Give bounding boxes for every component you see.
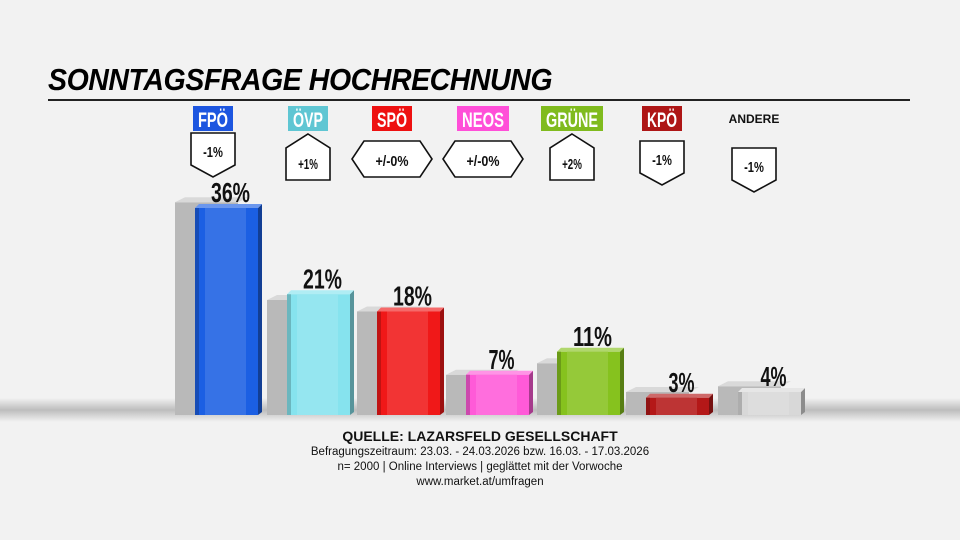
value-label: 7% — [489, 344, 515, 375]
bar-side — [620, 347, 624, 415]
party-label-bg — [457, 106, 509, 131]
title-rule — [48, 99, 910, 101]
bar-highlight — [567, 351, 608, 415]
previous-bar-top — [175, 197, 248, 203]
change-label: +1% — [298, 156, 318, 173]
page-title: SONNTAGSFRAGE HOCHRECHNUNG — [48, 62, 553, 97]
bar-edge — [557, 351, 561, 415]
source-url: www.market.at/umfragen — [416, 476, 544, 488]
bar-edge — [377, 311, 381, 415]
bar-top — [646, 393, 713, 398]
change-marker-down — [731, 147, 777, 193]
bar-group-5: 3% KPÖ -1% — [626, 106, 713, 415]
sample-info: n= 2000 | Online Interviews | geglättet … — [337, 461, 623, 473]
value-label: 18% — [393, 281, 432, 312]
party-label: SPÖ — [377, 109, 407, 132]
party-label-bg — [541, 106, 603, 131]
change-label: -1% — [203, 144, 223, 161]
bar-edge — [738, 392, 742, 415]
party-label: KPÖ — [647, 109, 677, 132]
change-marker-up — [549, 133, 595, 181]
party-label-bg — [288, 106, 328, 131]
change-label: +/-0% — [467, 153, 500, 170]
value-label: 11% — [573, 321, 612, 352]
change-marker-none — [351, 140, 433, 178]
bar-highlight — [297, 294, 338, 415]
previous-bar-top — [626, 387, 699, 392]
bar-side — [440, 307, 444, 415]
bar-side — [709, 393, 713, 415]
party-label-bg — [642, 106, 682, 131]
bar-side — [258, 204, 262, 415]
bar-edge — [646, 397, 650, 415]
party-label: FPÖ — [198, 109, 228, 132]
bar-edge — [287, 294, 291, 415]
bar-edge — [195, 208, 199, 415]
bar-group-0: 36% FPÖ -1% — [175, 106, 262, 415]
bar-side — [801, 388, 805, 415]
survey-period: Befragungszeitraum: 23.03. - 24.03.2026 … — [310, 446, 650, 458]
source-title: QUELLE: LAZARSFELD GESELLSCHAFT — [342, 428, 618, 444]
party-label-bg — [372, 106, 412, 131]
bar-edge — [466, 374, 470, 415]
change-label: +2% — [562, 156, 582, 173]
bar-top — [195, 204, 262, 208]
value-label: 36% — [211, 177, 250, 208]
previous-bar-top — [718, 381, 791, 387]
bar-highlight — [387, 311, 428, 415]
bar-top — [557, 347, 624, 352]
value-label: 21% — [303, 263, 342, 294]
party-label: ÖVP — [293, 109, 323, 132]
bar-highlight — [205, 208, 246, 415]
change-marker-down — [639, 140, 685, 186]
bar-top — [287, 290, 354, 295]
change-label: -1% — [652, 152, 672, 169]
bar-group-1: 21% ÖVP +1% — [267, 106, 354, 415]
party-label: GRÜNE — [546, 109, 598, 132]
bar-group-3: 7% NEOS +/-0% — [442, 106, 533, 415]
bar-side — [529, 370, 533, 415]
bar-highlight — [748, 392, 789, 415]
party-label-bg — [193, 106, 233, 131]
party-label: NEOS — [462, 109, 504, 132]
bar-group-6: 4% ANDERE -1% — [718, 112, 805, 415]
bar-side — [350, 290, 354, 415]
change-marker-down — [190, 132, 236, 178]
bar-group-2: 18% SPÖ +/-0% — [351, 106, 444, 415]
bar-top — [466, 370, 533, 375]
bar-highlight — [656, 397, 697, 415]
change-label: +/-0% — [376, 153, 409, 170]
bar-group-4: 11% GRÜNE +2% — [537, 106, 624, 415]
change-marker-none — [442, 140, 524, 178]
value-label: 3% — [669, 367, 695, 398]
party-label: ANDERE — [729, 112, 780, 126]
bar-highlight — [476, 374, 517, 415]
value-label: 4% — [761, 361, 787, 392]
bar-top — [738, 388, 805, 392]
change-marker-up — [285, 133, 331, 181]
bar-top — [377, 307, 444, 312]
change-label: -1% — [744, 159, 764, 176]
